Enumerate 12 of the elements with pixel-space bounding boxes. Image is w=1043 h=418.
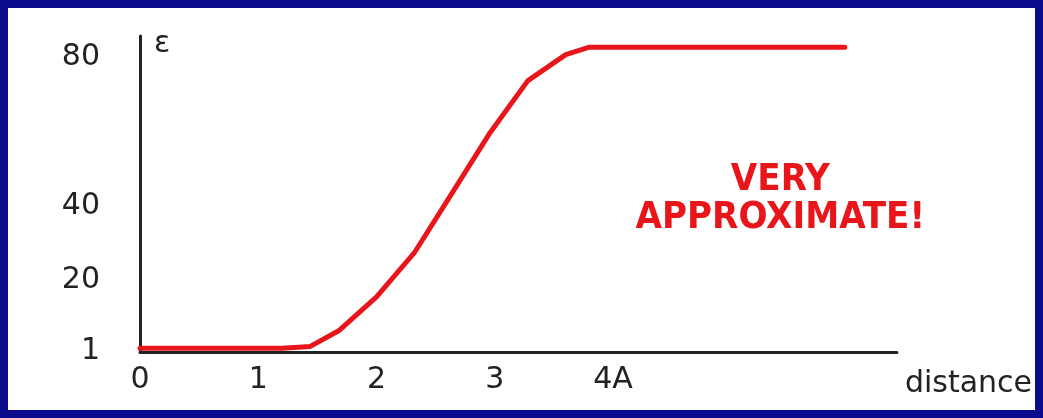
y-tick-label: 1 [80,330,100,366]
y-tick-label: 80 [61,37,100,73]
x-tick-label: 0 [130,359,150,395]
y-axis-title: ε [154,23,171,59]
y-tick-label: 20 [61,260,100,296]
x-axis-title: distance [904,363,1033,399]
y-tick-label: 40 [61,185,100,221]
annotation: VERY APPROXIMATE! [635,155,926,237]
x-tick-label: 4A [593,359,634,395]
x-tick-label: 1 [248,359,268,395]
x-tick-label: 3 [485,359,505,395]
x-tick-label: 2 [366,359,387,395]
